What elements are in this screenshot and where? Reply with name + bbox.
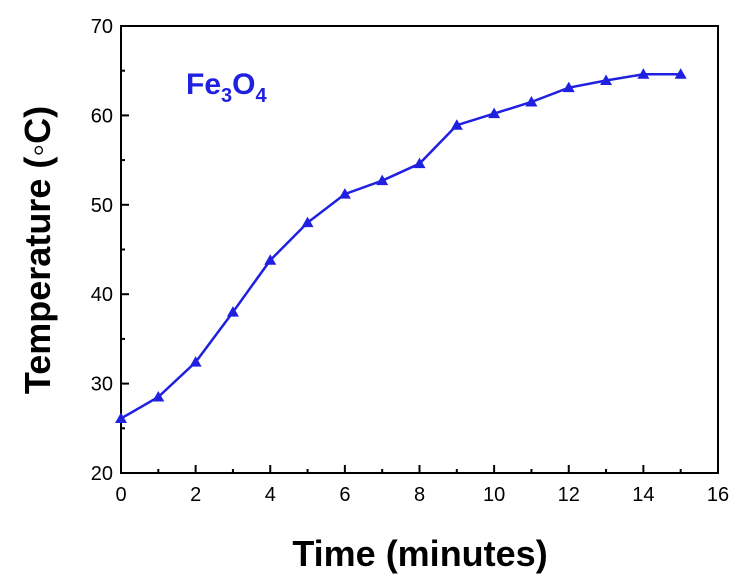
- y-tick-label: 60: [91, 105, 113, 127]
- y-tick-label: 50: [91, 195, 113, 217]
- x-tick-label: 10: [483, 484, 505, 506]
- axis-ticks: [120, 25, 719, 474]
- data-point: [376, 174, 389, 186]
- annotation-mid: O: [232, 68, 255, 101]
- data-point: [413, 157, 426, 169]
- data-point: [488, 107, 501, 119]
- x-tick-label: 6: [339, 484, 350, 506]
- annotation-sub2: 4: [255, 85, 267, 107]
- data-point: [115, 412, 127, 423]
- y-tick-label: 20: [91, 463, 113, 485]
- data-point: [152, 391, 165, 402]
- annotation-sub1: 3: [221, 85, 232, 107]
- y-axis-title: Temperature (◦C): [17, 106, 58, 394]
- annotation-main: Fe: [186, 68, 221, 101]
- data-point: [226, 306, 239, 317]
- data-point: [264, 254, 277, 265]
- x-tick-label: 0: [115, 484, 126, 506]
- data-point: [189, 356, 202, 367]
- y-tick-label: 40: [91, 284, 113, 306]
- series-line: [120, 73, 681, 420]
- x-tick-label: 14: [632, 484, 654, 506]
- data-point: [301, 216, 314, 228]
- x-tick-label: 4: [265, 484, 276, 506]
- data-point: [674, 68, 687, 79]
- annotation-label: Fe3O4: [186, 68, 267, 107]
- x-tick-label: 8: [414, 484, 425, 506]
- x-tick-label: 16: [707, 484, 729, 506]
- data-point: [338, 188, 351, 199]
- data-point: [637, 68, 650, 79]
- x-tick-label: 12: [558, 484, 580, 506]
- data-point: [525, 95, 538, 107]
- axis-tick-labels: 0 2 4 6 8 10 12 14 16 20 30 40 50 60 70: [91, 16, 729, 506]
- data-point: [450, 119, 463, 130]
- series-markers: [115, 68, 687, 423]
- x-axis-title: Time (minutes): [292, 533, 547, 574]
- y-tick-label: 70: [91, 16, 113, 38]
- y-tick-label: 30: [91, 374, 113, 396]
- data-point: [562, 81, 575, 93]
- data-point: [600, 74, 613, 86]
- x-tick-label: 2: [190, 484, 201, 506]
